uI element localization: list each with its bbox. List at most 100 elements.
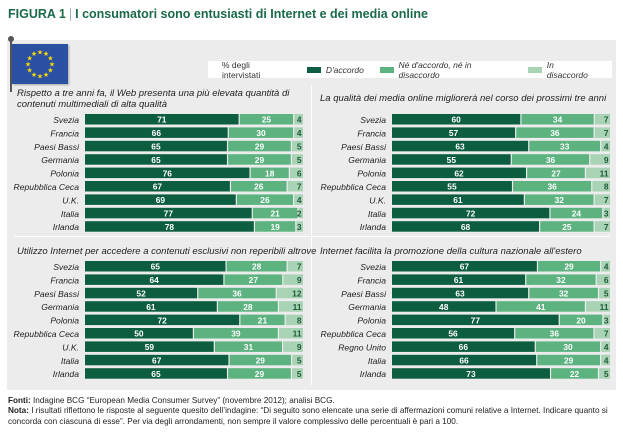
bar-segment-accordo — [392, 261, 537, 272]
data-label-disaccordo: 4 — [604, 356, 609, 366]
data-label-disaccordo: 11 — [293, 329, 302, 339]
data-label-accordo: 72 — [157, 315, 167, 325]
panel-divider-vertical — [311, 85, 312, 385]
bar-segment-neutro — [551, 368, 598, 379]
bar-segment-neutro — [255, 221, 296, 232]
data-label-accordo: 52 — [136, 289, 146, 299]
category-label: Irlanda — [360, 222, 386, 232]
data-label-accordo: 56 — [448, 329, 458, 339]
bar-segment-accordo — [85, 261, 226, 272]
data-label-accordo: 57 — [449, 128, 459, 138]
bar-segment-disaccordo — [599, 368, 610, 379]
bar-segment-neutro — [538, 261, 601, 272]
category-label: Paesi Bassi — [34, 289, 80, 299]
chart-plot: Svezia 67 29 4 Francia 61 32 6 Paesi Bassi 63 32 5 G… — [321, 261, 610, 379]
bar-segment-accordo — [85, 194, 236, 205]
bar-segment-accordo — [392, 114, 521, 125]
bar-segment-neutro — [513, 181, 592, 192]
data-label-disaccordo: 9 — [297, 275, 302, 285]
flag-pole — [10, 40, 12, 92]
data-label-accordo: 66 — [152, 128, 162, 138]
data-label-disaccordo: 6 — [297, 168, 302, 178]
category-label: Paesi Bassi — [341, 289, 387, 299]
bar-segment-neutro — [529, 140, 601, 152]
data-label-neutro: 36 — [546, 155, 556, 165]
bar-segment-accordo — [85, 274, 224, 285]
category-label: Repubblica Ceca — [321, 182, 387, 192]
bar-segment-neutro — [535, 341, 601, 352]
bar-segment-accordo — [392, 194, 524, 205]
data-label-disaccordo: 5 — [297, 142, 302, 152]
bar-segment-neutro — [224, 274, 283, 285]
chart-title: La qualità dei media online migliorerà n… — [320, 93, 620, 104]
category-label: Italia — [61, 209, 79, 219]
chart-title-line-1: Utilizzo Internet per accedere a contenu… — [17, 246, 317, 257]
bar-segment-neutro — [228, 154, 291, 165]
bar-segment-accordo — [392, 181, 512, 192]
bar-segment-accordo — [392, 167, 526, 179]
data-label-accordo: 59 — [145, 342, 155, 352]
category-label: Svezia — [360, 262, 386, 272]
data-label-accordo: 66 — [459, 342, 469, 352]
bar-segment-accordo — [392, 127, 516, 138]
data-label-neutro: 26 — [260, 195, 270, 205]
flag-star-icon: ★ — [37, 73, 43, 81]
flag-star-icon: ★ — [31, 50, 37, 58]
bar-segment-disaccordo — [594, 127, 610, 138]
data-label-disaccordo: 5 — [604, 369, 609, 379]
footer-note-label: Nota: — [8, 406, 29, 416]
chart-title: Rispetto a tre anni fa, il Web presenta … — [17, 88, 317, 110]
data-label-disaccordo: 7 — [604, 115, 609, 125]
legend-label-disaccordo: In disaccordo — [546, 59, 588, 80]
data-label-accordo: 65 — [151, 369, 161, 379]
data-label-neutro: 27 — [249, 275, 259, 285]
bar-segment-disaccordo — [586, 167, 610, 179]
bar-segment-neutro — [198, 287, 276, 299]
data-label-disaccordo: 9 — [297, 342, 302, 352]
data-label-neutro: 32 — [559, 289, 569, 299]
data-label-neutro: 25 — [262, 115, 272, 125]
bar-segment-disaccordo — [603, 314, 610, 326]
data-label-neutro: 36 — [547, 182, 557, 192]
data-label-neutro: 30 — [563, 342, 573, 352]
data-label-disaccordo: 5 — [297, 356, 302, 366]
data-label-accordo: 76 — [163, 168, 173, 178]
bar-segment-neutro — [529, 287, 598, 299]
bar-segment-disaccordo — [594, 221, 610, 232]
legend-label-accordo: D'accordo — [325, 64, 364, 75]
data-label-disaccordo: 6 — [604, 275, 609, 285]
category-label: Germania — [41, 155, 79, 165]
data-label-disaccordo: 7 — [604, 329, 609, 339]
category-label: Irlanda — [360, 369, 386, 379]
data-label-disaccordo: 7 — [297, 262, 302, 272]
data-label-neutro: 22 — [570, 369, 580, 379]
category-label: Germania — [348, 155, 386, 165]
data-label-disaccordo: 11 — [293, 302, 302, 312]
data-label-disaccordo: 8 — [297, 315, 302, 325]
category-label: Irlanda — [53, 222, 79, 232]
legend-swatch-neutro — [379, 66, 394, 73]
bar-segment-disaccordo — [283, 274, 303, 285]
bar-segment-disaccordo — [298, 207, 303, 219]
bar-segment-disaccordo — [291, 154, 303, 165]
data-label-accordo: 77 — [471, 315, 481, 325]
category-label: Germania — [348, 302, 386, 312]
bar-segment-disaccordo — [279, 328, 303, 339]
data-label-disaccordo: 3 — [604, 315, 609, 325]
bar-segment-disaccordo — [296, 221, 303, 232]
flag-star-icon: ★ — [47, 67, 53, 75]
bar-segment-neutro — [226, 261, 287, 272]
bar-segment-accordo — [392, 207, 550, 219]
category-label: Italia — [368, 209, 386, 219]
chart-legend: % degli intervistati D'accordo Né d'acco… — [208, 59, 612, 80]
data-label-accordo: 65 — [151, 142, 161, 152]
category-label: Repubblica Ceca — [321, 329, 387, 339]
data-label-neutro: 29 — [255, 155, 265, 165]
data-label-neutro: 34 — [553, 115, 563, 125]
category-label: Paesi Bassi — [34, 142, 80, 152]
data-label-neutro: 33 — [560, 142, 570, 152]
figure-separator: | — [68, 7, 73, 21]
bar-segment-disaccordo — [592, 181, 610, 192]
category-label: Francia — [357, 128, 386, 138]
